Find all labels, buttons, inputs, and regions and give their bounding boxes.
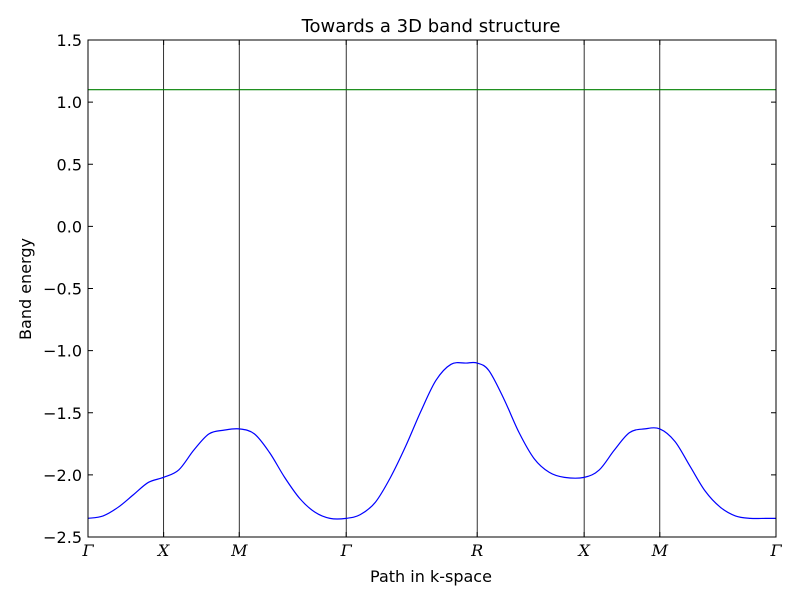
plot-area: Γ X M Γ R X M Γ−2.5−2.0−1.5−1.0−0.50.00.51.01.5 xyxy=(43,31,782,560)
x-tick-label: Γ xyxy=(769,541,782,560)
x-tick-label: M xyxy=(651,541,669,560)
y-tick-label: 0.5 xyxy=(57,155,82,174)
chart-title: Towards a 3D band structure xyxy=(301,16,561,37)
y-axis-label: Band energy xyxy=(16,238,35,340)
y-tick-label: −1.0 xyxy=(43,342,82,361)
y-tick-label: 1.5 xyxy=(57,31,82,50)
y-tick-label: −1.5 xyxy=(43,404,82,423)
x-axis-label: Path in k-space xyxy=(370,567,492,586)
y-tick-label: 0.0 xyxy=(57,217,82,236)
x-tick-label: M xyxy=(230,541,248,560)
x-tick-label: R xyxy=(470,541,483,560)
x-tick-label: X xyxy=(576,541,590,560)
x-tick-label: X xyxy=(156,541,170,560)
series-line-0 xyxy=(87,361,776,520)
y-tick-label: −2.5 xyxy=(43,528,82,547)
plot-frame xyxy=(87,39,777,538)
x-tick-label: Γ xyxy=(81,541,94,560)
x-tick-label: Γ xyxy=(340,541,353,560)
y-tick-label: 1.0 xyxy=(57,93,82,112)
y-tick-label: −0.5 xyxy=(43,280,82,299)
y-tick-label: −2.0 xyxy=(43,466,82,485)
